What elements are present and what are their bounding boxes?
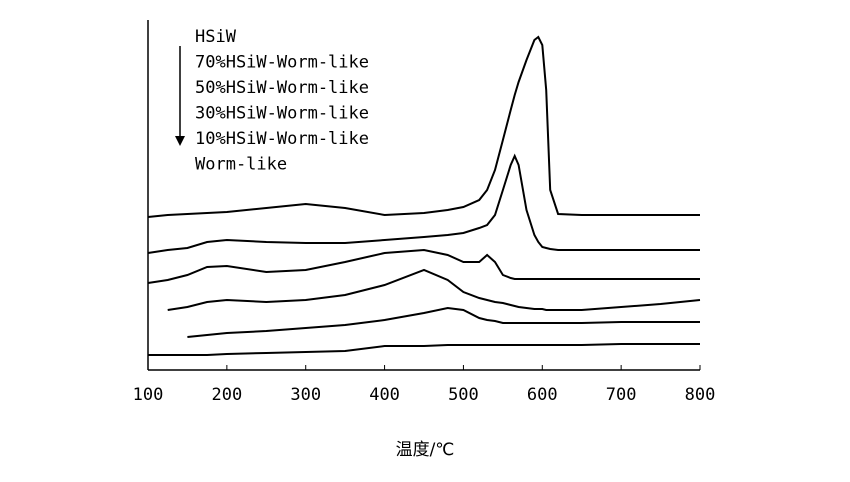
- x-tick-label: 300: [290, 385, 321, 405]
- legend-label: Worm-like: [195, 155, 287, 175]
- legend-label: 70%HSiW-Worm-like: [195, 53, 369, 73]
- x-tick-label: 100: [133, 385, 164, 405]
- legend-label: 30%HSiW-Worm-like: [195, 104, 369, 124]
- series-line: [147, 153, 700, 254]
- x-tick-label: 800: [685, 385, 716, 405]
- series-line: [147, 248, 700, 284]
- legend-label: HSiW: [195, 27, 237, 47]
- x-tick-label: 700: [606, 385, 637, 405]
- legend-arrow-head: [175, 136, 185, 146]
- series-line: [187, 306, 700, 338]
- legend-label: 10%HSiW-Worm-like: [195, 129, 369, 149]
- legend-label: 50%HSiW-Worm-like: [195, 78, 369, 98]
- x-tick-label: 600: [527, 385, 558, 405]
- series-line: [147, 35, 700, 218]
- x-tick-label: 500: [448, 385, 479, 405]
- x-axis-label: 温度/℃: [396, 440, 455, 460]
- series-line: [167, 268, 701, 311]
- x-tick-label: 400: [369, 385, 400, 405]
- series-line: [148, 343, 700, 356]
- x-tick-label: 200: [211, 385, 242, 405]
